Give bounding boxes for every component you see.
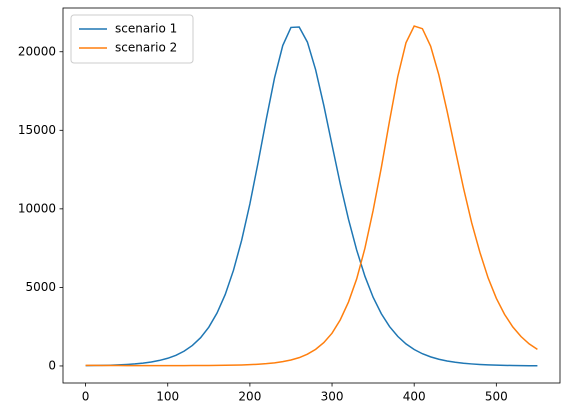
legend-label: scenario 1 bbox=[115, 22, 177, 36]
y-tick-label: 15000 bbox=[18, 123, 56, 137]
axes-frame bbox=[62, 7, 561, 384]
x-tick-label: 500 bbox=[485, 390, 508, 404]
x-tick-label: 0 bbox=[82, 390, 90, 404]
data-line bbox=[85, 25, 538, 367]
legend-label: scenario 2 bbox=[115, 41, 177, 55]
x-tick-label: 100 bbox=[156, 390, 179, 404]
y-tick-label: 0 bbox=[48, 358, 56, 372]
y-tick-label: 10000 bbox=[18, 201, 56, 215]
x-tick-label: 300 bbox=[321, 390, 344, 404]
data-line bbox=[85, 26, 538, 367]
legend-box bbox=[70, 14, 194, 64]
y-tick-label: 5000 bbox=[25, 280, 56, 294]
x-tick-label: 200 bbox=[238, 390, 261, 404]
y-tick-label: 20000 bbox=[18, 44, 56, 58]
x-tick-label: 400 bbox=[403, 390, 426, 404]
